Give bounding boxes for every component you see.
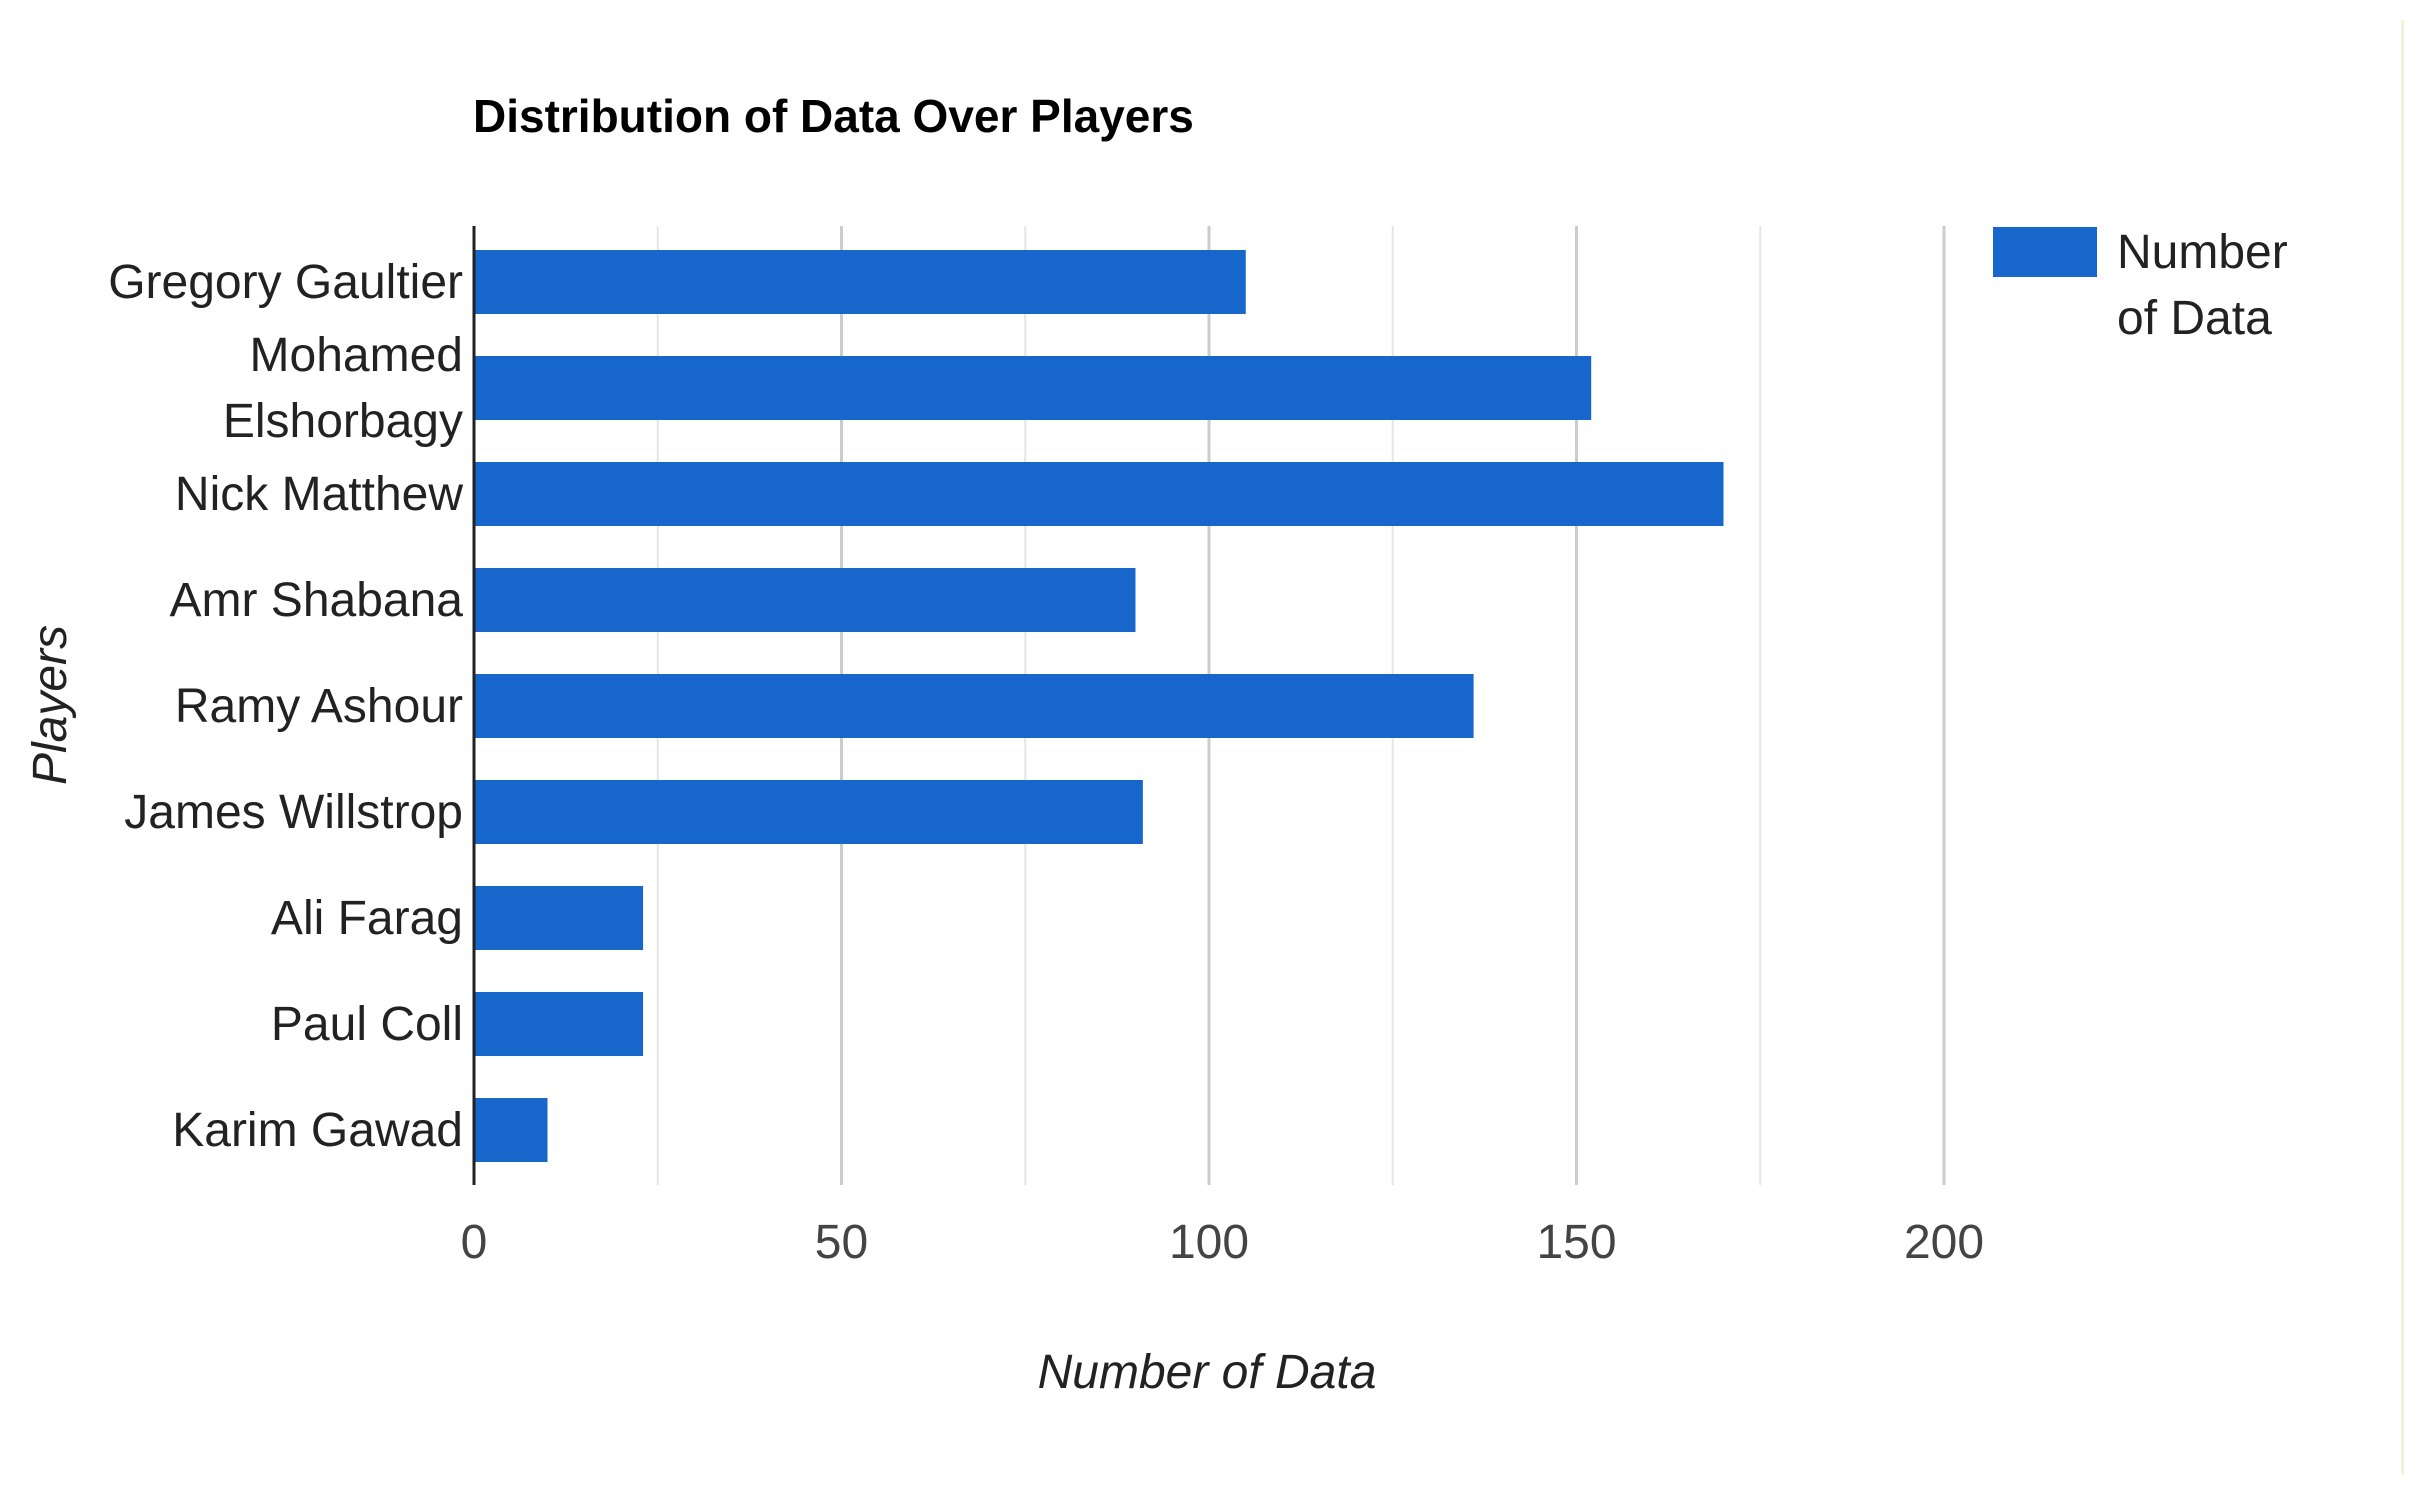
category-label: Karim Gawad <box>172 1104 463 1157</box>
legend-label: Number <box>2117 226 2288 279</box>
x-tick-labels: 0 50 100 150 200 <box>461 1216 1984 1269</box>
category-label: Amr Shabana <box>169 574 463 627</box>
x-tick-label: 0 <box>461 1216 488 1269</box>
legend: Number of Data <box>1993 226 2288 345</box>
category-labels: Gregory Gaultier Mohamed Elshorbagy Nick Ma… <box>108 256 463 1157</box>
category-label: Ramy Ashour <box>175 680 463 733</box>
bars <box>474 250 1724 1162</box>
legend-swatch <box>1993 227 2097 277</box>
bar <box>474 356 1592 420</box>
category-label: Mohamed <box>250 329 463 382</box>
chart-title: Distribution of Data Over Players <box>473 90 1194 142</box>
x-tick-label: 100 <box>1169 1216 1249 1269</box>
x-tick-label: 50 <box>815 1216 868 1269</box>
category-label: James Willstrop <box>124 786 463 839</box>
category-label: Nick Matthew <box>175 468 463 521</box>
legend-label: of Data <box>2117 292 2272 345</box>
category-label: Ali Farag <box>271 892 463 945</box>
y-axis-title: Players <box>24 625 77 785</box>
bar <box>474 250 1246 314</box>
category-label: Gregory Gaultier <box>108 256 463 309</box>
category-label: Paul Coll <box>271 998 463 1051</box>
right-border <box>2401 20 2404 1475</box>
bar <box>474 992 644 1056</box>
bar <box>474 1098 548 1162</box>
bar <box>474 780 1143 844</box>
x-tick-label: 200 <box>1904 1216 1984 1269</box>
bar <box>474 462 1724 526</box>
x-tick-label: 150 <box>1536 1216 1616 1269</box>
bar <box>474 886 644 950</box>
bar <box>474 568 1136 632</box>
category-label: Elshorbagy <box>223 395 463 448</box>
bar <box>474 674 1474 738</box>
x-axis-title: Number of Data <box>1038 1346 1377 1399</box>
